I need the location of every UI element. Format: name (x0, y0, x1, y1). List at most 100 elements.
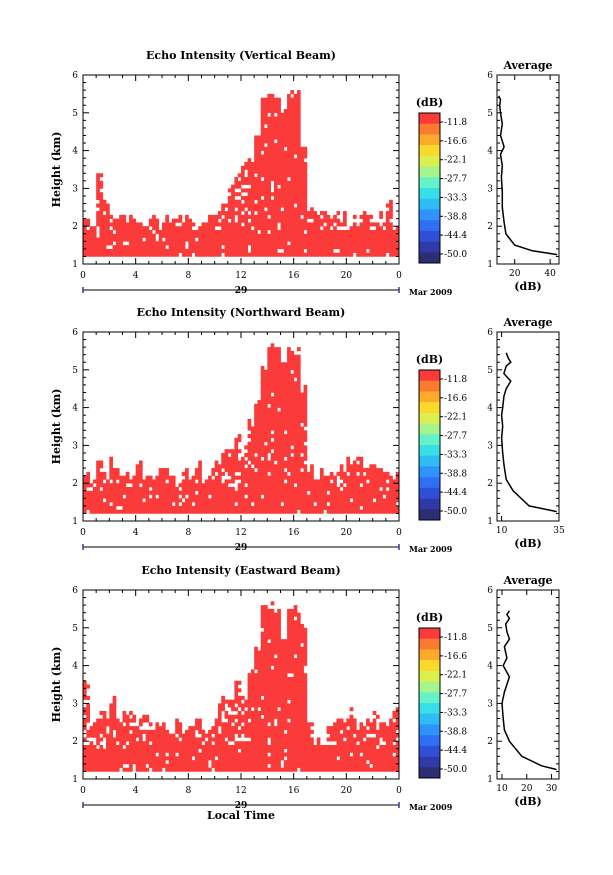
echo-cell (237, 222, 242, 227)
echo-cell (237, 233, 242, 238)
echo-cell (395, 763, 400, 768)
echo-cell (254, 241, 258, 246)
echo-cell (109, 714, 114, 719)
echo-cell (313, 248, 318, 253)
echo-cell (152, 767, 156, 772)
echo-cell (234, 456, 239, 461)
echo-cell (257, 502, 262, 507)
echo-cell (129, 744, 133, 750)
echo-cell (290, 101, 295, 106)
echo-cell (343, 494, 347, 499)
echo-cell (106, 760, 110, 765)
echo-cell (349, 486, 354, 492)
echo-cell (241, 752, 245, 757)
echo-cell (293, 642, 298, 647)
echo-cell (260, 169, 265, 174)
echo-cell (237, 756, 242, 761)
echo-cell (313, 237, 318, 242)
echo-cell (366, 748, 370, 753)
echo-cell (135, 502, 140, 507)
echo-cell (257, 486, 262, 492)
echo-cell (277, 430, 281, 435)
echo-cell (303, 494, 308, 499)
echo-cell (86, 756, 90, 761)
echo-cell (296, 483, 301, 488)
echo-cell (257, 161, 262, 167)
echo-cell (92, 233, 97, 238)
echo-cell (260, 699, 265, 704)
echo-cell (290, 658, 295, 663)
echo-cell (283, 744, 288, 750)
echo-cell (254, 449, 258, 454)
echo-cell (270, 211, 275, 216)
echo-cell (333, 733, 337, 738)
echo-cell (86, 763, 90, 768)
echo-cell (273, 195, 278, 201)
echo-cell (241, 703, 245, 708)
echo-cell (349, 729, 354, 734)
echo-cell (303, 173, 308, 178)
echo-cell (83, 248, 87, 253)
echo-cell (296, 741, 301, 746)
echo-cell (362, 218, 367, 223)
echo-cell (273, 680, 278, 685)
echo-cell (257, 237, 262, 242)
echo-cell (303, 203, 308, 208)
echo-cell (119, 752, 123, 757)
echo-cell (283, 214, 288, 219)
echo-cell (267, 150, 272, 155)
echo-cell (148, 475, 153, 480)
echo-cell (191, 752, 196, 757)
echo-cell (148, 733, 153, 738)
echo-cell (300, 695, 304, 700)
echo-cell (247, 726, 252, 731)
echo-cell (145, 245, 150, 250)
echo-cell (280, 369, 285, 374)
echo-cell (260, 101, 265, 106)
colorbar-segment (419, 123, 440, 135)
echo-cell (343, 248, 347, 253)
echo-cell (296, 502, 301, 507)
echo-cell (254, 502, 258, 507)
echo-cell (283, 699, 288, 704)
echo-cell (296, 407, 301, 412)
echo-cell (106, 222, 110, 227)
echo-cell (283, 437, 288, 442)
echo-cell (283, 180, 288, 185)
echo-cell (264, 744, 268, 750)
echo-cell (287, 192, 291, 197)
echo-cell (277, 139, 281, 144)
echo-cell (280, 112, 285, 117)
echo-cell (234, 452, 239, 458)
echo-cell (247, 695, 252, 700)
echo-cell (214, 733, 219, 738)
echo-cell (112, 226, 117, 231)
echo-cell (290, 139, 295, 144)
echo-cell (339, 741, 344, 746)
echo-cell (247, 188, 252, 193)
echo-cell (326, 252, 331, 257)
echo-cell (217, 741, 222, 746)
echo-cell (224, 211, 229, 216)
echo-cell (250, 729, 255, 734)
echo-cell (125, 737, 130, 742)
echo-cell (306, 733, 311, 738)
echo-cell (362, 763, 367, 768)
echo-cell (129, 505, 133, 510)
echo-cell (241, 494, 245, 499)
echo-cell (227, 468, 232, 473)
echo-cell (125, 222, 130, 227)
echo-cell (241, 245, 245, 250)
echo-cell (171, 229, 176, 235)
echo-cell (277, 726, 281, 731)
echo-cell (208, 214, 212, 219)
echo-cell (138, 237, 143, 242)
echo-cell (115, 744, 120, 750)
echo-cell (142, 248, 146, 253)
x-tick-label: 4 (133, 528, 139, 538)
echo-cell (224, 449, 229, 454)
echo-cell (221, 452, 225, 458)
echo-cell (310, 494, 314, 499)
echo-cell (214, 233, 219, 238)
echo-cell (99, 229, 104, 235)
